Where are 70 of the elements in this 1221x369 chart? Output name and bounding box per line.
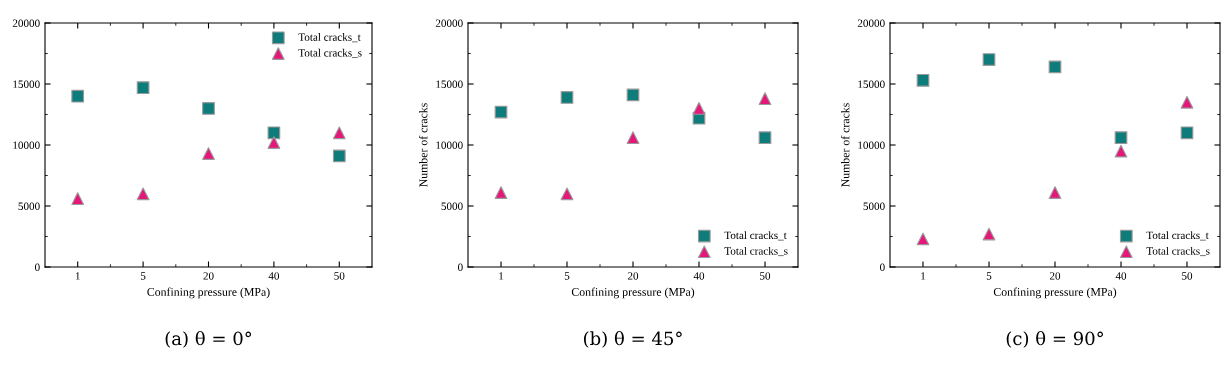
x-axis-title: Confining pressure (MPa): [571, 287, 695, 299]
point: [202, 147, 215, 160]
legend-label: Total cracks_s: [724, 246, 788, 257]
point: [1114, 131, 1128, 145]
y-tick-label: 5000: [18, 202, 40, 210]
x-tick-label: 40: [1115, 272, 1127, 280]
x-tick-label: 50: [760, 272, 771, 280]
x-axis-title: Confining pressure (MPa): [993, 287, 1117, 299]
y-tick-label: 15000: [13, 80, 40, 88]
y-tick-label: 0: [35, 263, 40, 271]
point: [332, 126, 346, 140]
x-tick-label: 1: [921, 272, 926, 280]
y-tick-label: 20000: [435, 19, 463, 27]
x-tick-label: 20: [1049, 272, 1061, 280]
y-axis-title: Number of cracks: [840, 103, 850, 187]
point: [1048, 186, 1062, 199]
legend-label: Total cracks_t: [1146, 231, 1209, 241]
point: [267, 126, 281, 140]
point: [758, 131, 772, 145]
x-tick-label: 50: [334, 272, 345, 280]
point: [692, 102, 706, 115]
point: [71, 89, 85, 103]
y-tick-label: 0: [458, 263, 463, 271]
y-tick-label: 10000: [13, 141, 40, 149]
point: [494, 186, 508, 199]
y-tick-label: 15000: [858, 80, 885, 88]
y-tick-label: 10000: [858, 141, 885, 149]
x-tick-label: 40: [693, 272, 705, 280]
y-tick-label: 5000: [863, 202, 885, 210]
point: [626, 131, 640, 145]
point: [560, 91, 574, 104]
point: [982, 53, 996, 66]
point: [136, 187, 150, 201]
x-tick-label: 5: [140, 272, 146, 280]
point: [758, 92, 772, 106]
y-tick-label: 10000: [436, 141, 463, 149]
text: (c) θ = 90°: [1006, 331, 1103, 348]
point: [332, 149, 346, 163]
y-tick-label: 5000: [441, 202, 463, 210]
y-tick-label: 0: [880, 263, 885, 271]
x-tick-label: 1: [499, 272, 504, 280]
y-tick-label: 15000: [436, 80, 463, 88]
point: [916, 232, 930, 246]
x-tick-label: 1: [75, 272, 80, 280]
point: [1180, 95, 1194, 109]
x-tick-label: 20: [203, 272, 214, 280]
legend-label: Total cracks_t: [724, 231, 787, 241]
text: (a) θ = 0°: [165, 331, 252, 348]
x-tick-label: 20: [627, 272, 639, 280]
x-tick-label: 40: [268, 272, 280, 280]
x-tick-label: 50: [1182, 272, 1193, 280]
y-tick-label: 20000: [12, 19, 40, 27]
point: [1180, 126, 1194, 140]
point: [71, 192, 85, 206]
legend-label: Total cracks_t: [298, 33, 361, 43]
x-tick-label: 5: [986, 272, 992, 280]
point: [267, 136, 281, 149]
x-tick-label: 5: [564, 272, 570, 280]
y-axis-title: Number of cracks: [418, 103, 428, 187]
point: [202, 102, 215, 115]
y-tick-label: 20000: [857, 19, 885, 27]
x-axis-title: Confining pressure (MPa): [147, 287, 270, 299]
point: [560, 187, 574, 201]
point: [982, 227, 996, 241]
legend-label: Total cracks_s: [1146, 246, 1210, 257]
point: [1114, 144, 1128, 158]
legend-label: Total cracks_s: [298, 48, 362, 58]
text: (b) θ = 45°: [583, 331, 682, 348]
point: [916, 73, 930, 87]
point: [136, 81, 150, 95]
